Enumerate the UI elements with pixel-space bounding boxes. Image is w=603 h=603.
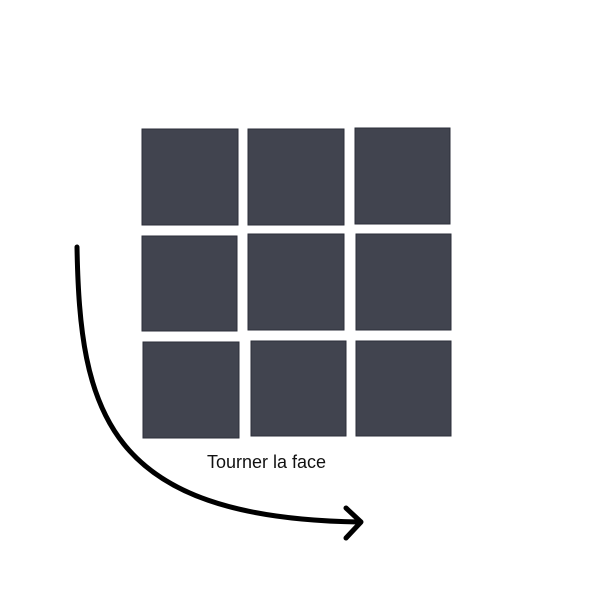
cube-face-tile-r3-c2	[250, 340, 347, 437]
cube-face-tile-r2-c1	[141, 235, 238, 332]
cube-face-tile-r1-c2	[247, 128, 345, 226]
cube-face-tile-r3-c1	[142, 341, 240, 439]
rotation-arrow-head	[343, 505, 364, 541]
cube-face-tile-r1-c3	[354, 127, 451, 225]
cube-face-tile-r2-c2	[247, 233, 345, 331]
curved-arrow-right-icon	[74, 244, 364, 541]
cube-face-grid	[141, 127, 452, 439]
cube-face-tile-r1-c1	[141, 128, 239, 226]
cube-face-tile-r2-c3	[355, 233, 452, 331]
cube-face-tile-r3-c3	[355, 340, 452, 437]
rotation-arrow-shaft	[74, 244, 362, 525]
diagram-caption: Tourner la face	[207, 452, 327, 472]
